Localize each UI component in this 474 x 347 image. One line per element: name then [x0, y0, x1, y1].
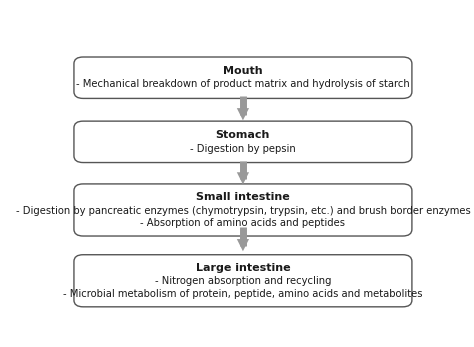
- Text: - Digestion by pancreatic enzymes (chymotrypsin, trypsin, etc.) and brush border: - Digestion by pancreatic enzymes (chymo…: [16, 205, 470, 215]
- FancyBboxPatch shape: [74, 57, 412, 99]
- Text: Small intestine: Small intestine: [196, 192, 290, 202]
- Text: - Digestion by pepsin: - Digestion by pepsin: [190, 144, 296, 153]
- Text: Large intestine: Large intestine: [196, 263, 290, 273]
- FancyBboxPatch shape: [74, 121, 412, 162]
- Text: Mouth: Mouth: [223, 66, 263, 76]
- Text: - Nitrogen absorption and recycling: - Nitrogen absorption and recycling: [155, 276, 331, 286]
- Text: Stomach: Stomach: [216, 130, 270, 140]
- Text: - Mechanical breakdown of product matrix and hydrolysis of starch: - Mechanical breakdown of product matrix…: [76, 79, 410, 90]
- FancyBboxPatch shape: [74, 184, 412, 236]
- FancyBboxPatch shape: [74, 255, 412, 307]
- Text: - Microbial metabolism of protein, peptide, amino acids and metabolites: - Microbial metabolism of protein, pepti…: [63, 289, 423, 299]
- Text: - Absorption of amino acids and peptides: - Absorption of amino acids and peptides: [140, 218, 346, 228]
